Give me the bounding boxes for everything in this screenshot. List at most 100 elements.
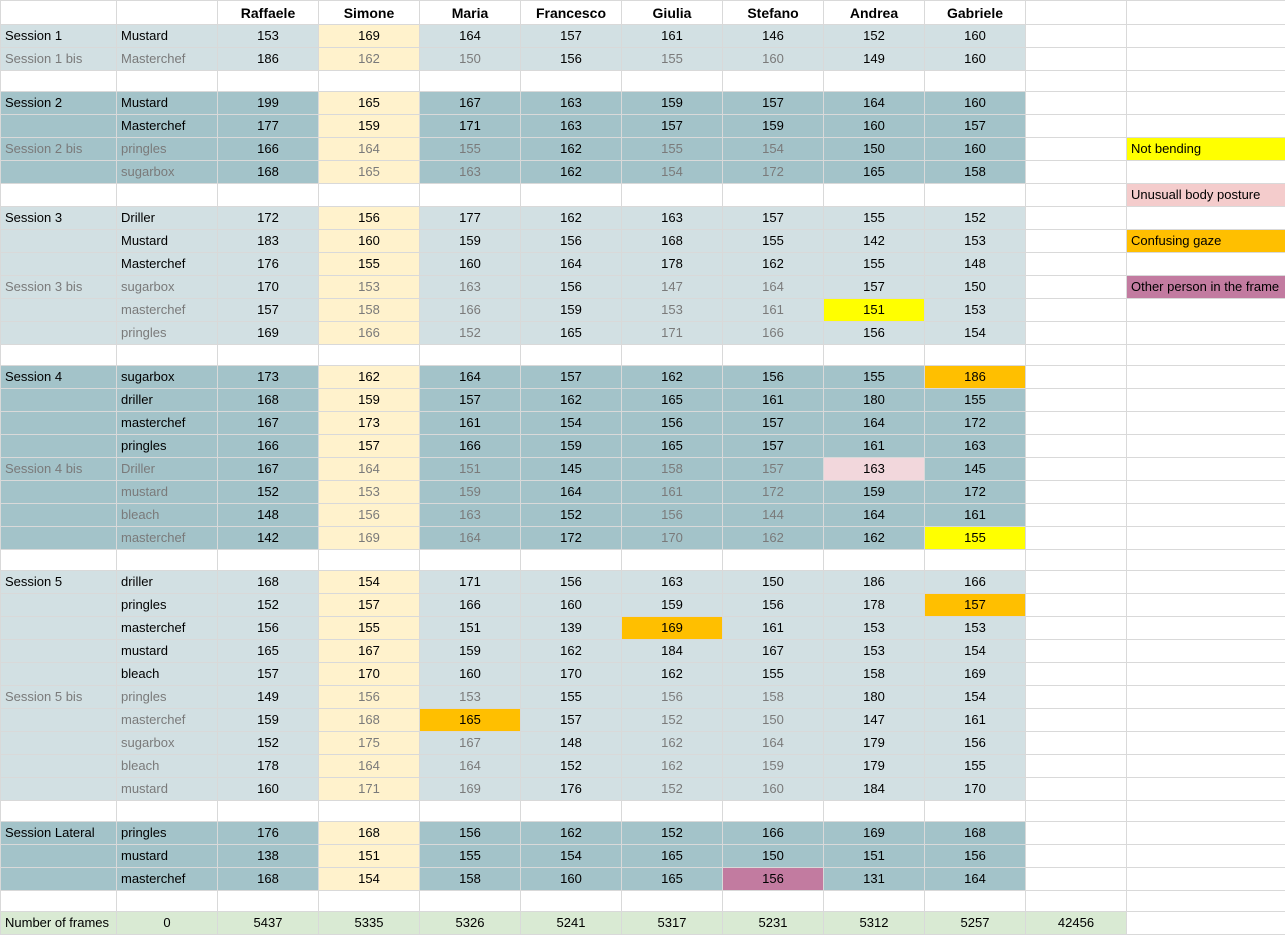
session-label-cell[interactable] [1, 709, 117, 732]
empty-cell[interactable] [925, 550, 1026, 571]
empty-cell[interactable] [1127, 71, 1285, 92]
object-label-cell[interactable]: Mustard [117, 92, 218, 115]
empty-cell[interactable] [1127, 92, 1285, 115]
value-cell[interactable]: 166 [420, 299, 521, 322]
empty-cell[interactable] [1026, 891, 1127, 912]
value-cell[interactable]: 165 [420, 709, 521, 732]
value-cell[interactable]: 163 [420, 161, 521, 184]
value-cell[interactable]: 154 [723, 138, 824, 161]
value-cell[interactable]: 162 [622, 663, 723, 686]
empty-cell[interactable] [1026, 822, 1127, 845]
empty-cell[interactable] [420, 71, 521, 92]
value-cell[interactable]: 167 [723, 640, 824, 663]
value-cell[interactable]: 171 [622, 322, 723, 345]
value-cell[interactable]: 177 [420, 207, 521, 230]
value-cell[interactable]: 159 [622, 594, 723, 617]
value-cell[interactable]: 165 [622, 435, 723, 458]
value-cell[interactable]: 148 [521, 732, 622, 755]
value-cell[interactable]: 159 [723, 115, 824, 138]
value-cell[interactable]: 183 [218, 230, 319, 253]
empty-cell[interactable] [1127, 912, 1285, 935]
empty-cell[interactable] [1026, 686, 1127, 709]
legend-item[interactable]: Other person in the frame [1127, 276, 1285, 299]
value-cell[interactable]: 168 [218, 571, 319, 594]
value-cell[interactable]: 176 [218, 822, 319, 845]
empty-cell[interactable] [1026, 481, 1127, 504]
empty-cell[interactable] [723, 891, 824, 912]
value-cell[interactable]: 150 [723, 845, 824, 868]
value-cell[interactable]: 171 [420, 571, 521, 594]
empty-cell[interactable] [925, 345, 1026, 366]
value-cell[interactable]: 149 [824, 48, 925, 71]
value-cell[interactable]: 152 [521, 755, 622, 778]
empty-cell[interactable] [723, 801, 824, 822]
empty-cell[interactable] [1026, 640, 1127, 663]
value-cell[interactable]: 163 [824, 458, 925, 481]
value-cell[interactable]: 155 [824, 207, 925, 230]
session-label-cell[interactable]: Session 5 [1, 571, 117, 594]
value-cell[interactable]: 173 [319, 412, 420, 435]
value-cell[interactable]: 159 [521, 435, 622, 458]
empty-cell[interactable] [1026, 345, 1127, 366]
totals-first-cell[interactable]: 0 [117, 912, 218, 935]
header-cell[interactable]: Francesco [521, 1, 622, 25]
empty-cell[interactable] [1127, 48, 1285, 71]
value-cell[interactable]: 162 [319, 48, 420, 71]
value-cell[interactable]: 162 [622, 755, 723, 778]
value-cell[interactable]: 163 [925, 435, 1026, 458]
value-cell[interactable]: 170 [521, 663, 622, 686]
header-cell[interactable]: Stefano [723, 1, 824, 25]
value-cell[interactable]: 156 [521, 230, 622, 253]
value-cell[interactable]: 160 [319, 230, 420, 253]
header-cell[interactable]: Gabriele [925, 1, 1026, 25]
value-cell[interactable]: 161 [622, 25, 723, 48]
value-cell[interactable]: 163 [420, 276, 521, 299]
empty-cell[interactable] [218, 345, 319, 366]
value-cell[interactable]: 186 [824, 571, 925, 594]
empty-cell[interactable] [1026, 412, 1127, 435]
object-label-cell[interactable]: bleach [117, 755, 218, 778]
empty-cell[interactable] [1127, 755, 1285, 778]
empty-cell[interactable] [420, 345, 521, 366]
value-cell[interactable]: 164 [319, 458, 420, 481]
empty-cell[interactable] [1127, 594, 1285, 617]
value-cell[interactable]: 156 [319, 207, 420, 230]
value-cell[interactable]: 184 [622, 640, 723, 663]
empty-cell[interactable] [1127, 709, 1285, 732]
empty-cell[interactable] [218, 801, 319, 822]
value-cell[interactable]: 169 [319, 25, 420, 48]
empty-cell[interactable] [1026, 550, 1127, 571]
value-cell[interactable]: 157 [723, 207, 824, 230]
header-corner-cell[interactable] [1, 1, 117, 25]
value-cell[interactable]: 159 [622, 92, 723, 115]
value-cell[interactable]: 160 [925, 25, 1026, 48]
value-cell[interactable]: 155 [925, 389, 1026, 412]
value-cell[interactable]: 165 [622, 389, 723, 412]
empty-cell[interactable] [1026, 207, 1127, 230]
value-cell[interactable]: 162 [521, 161, 622, 184]
object-label-cell[interactable]: bleach [117, 663, 218, 686]
value-cell[interactable]: 153 [824, 617, 925, 640]
value-cell[interactable]: 151 [420, 458, 521, 481]
value-cell[interactable]: 166 [420, 594, 521, 617]
value-cell[interactable]: 163 [521, 115, 622, 138]
empty-cell[interactable] [1026, 868, 1127, 891]
empty-cell[interactable] [1026, 48, 1127, 71]
value-cell[interactable]: 161 [622, 481, 723, 504]
value-cell[interactable]: 153 [824, 640, 925, 663]
empty-cell[interactable] [521, 345, 622, 366]
value-cell[interactable]: 164 [824, 412, 925, 435]
session-label-cell[interactable] [1, 230, 117, 253]
value-cell[interactable]: 162 [622, 366, 723, 389]
value-cell[interactable]: 153 [319, 481, 420, 504]
value-cell[interactable]: 167 [218, 412, 319, 435]
value-cell[interactable]: 146 [723, 25, 824, 48]
value-cell[interactable]: 167 [420, 92, 521, 115]
value-cell[interactable]: 157 [925, 115, 1026, 138]
value-cell[interactable]: 169 [319, 527, 420, 550]
session-label-cell[interactable] [1, 322, 117, 345]
value-cell[interactable]: 157 [319, 594, 420, 617]
empty-cell[interactable] [1, 71, 117, 92]
empty-cell[interactable] [420, 550, 521, 571]
value-cell[interactable]: 159 [319, 389, 420, 412]
